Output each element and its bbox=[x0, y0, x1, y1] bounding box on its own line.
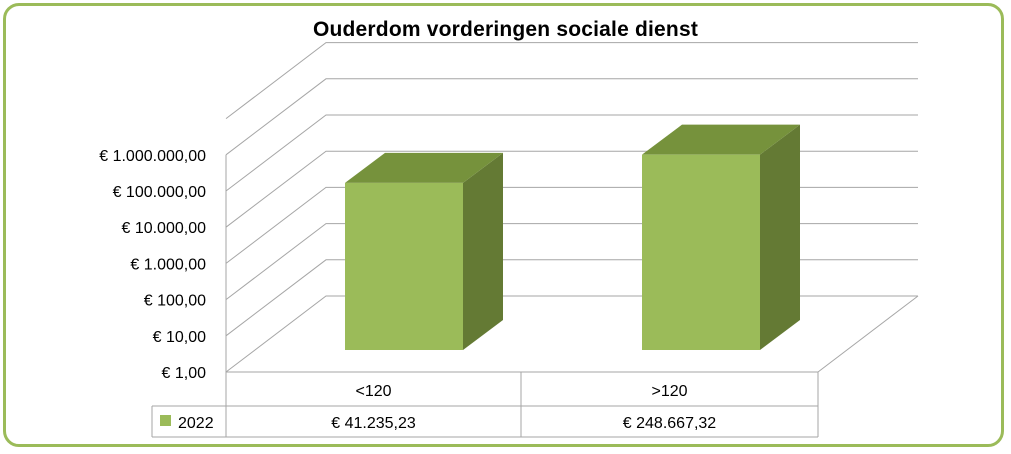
y-tick-label: € 1.000.000,00 bbox=[99, 148, 206, 165]
bar->120 bbox=[642, 124, 800, 350]
y-tick-label: € 100.000,00 bbox=[113, 184, 207, 201]
gridline bbox=[225, 42, 918, 119]
bar-<120 bbox=[345, 152, 503, 350]
bar-side-face bbox=[463, 152, 503, 350]
gridline bbox=[225, 150, 918, 228]
x-tick-label: <120 bbox=[355, 383, 391, 400]
legend-swatch bbox=[160, 415, 171, 426]
bars bbox=[345, 124, 800, 350]
y-tick-label: € 10,00 bbox=[153, 329, 206, 346]
data-table: <120 >120 € 41.235,23 € 248.667,32 2022 bbox=[151, 372, 819, 438]
gridlines bbox=[225, 42, 919, 373]
chart-frame bbox=[3, 3, 1004, 447]
gridline bbox=[225, 186, 918, 264]
bar-top-face bbox=[345, 152, 503, 183]
data-label: € 248.667,32 bbox=[623, 415, 717, 432]
legend-label: 2022 bbox=[178, 415, 214, 432]
x-tick-label: >120 bbox=[651, 383, 687, 400]
data-label: € 41.235,23 bbox=[331, 415, 416, 432]
bar-front-face bbox=[642, 154, 760, 350]
y-axis: € 1,00 € 10,00 € 100,00 € 1.000,00 € 10.000,… bbox=[99, 148, 227, 382]
y-tick-label: € 1,00 bbox=[162, 365, 207, 382]
y-tick-label: € 100,00 bbox=[144, 293, 206, 310]
bar-top-face bbox=[642, 124, 800, 155]
y-tick-label: € 10.000,00 bbox=[121, 220, 206, 237]
gridline bbox=[225, 78, 918, 156]
y-tick-label: € 1.000,00 bbox=[130, 256, 206, 273]
chart-title: Ouderdom vorderingen sociale dienst bbox=[312, 18, 699, 41]
gridline bbox=[225, 114, 918, 192]
floor-side-edge bbox=[817, 295, 919, 373]
gridline bbox=[225, 223, 918, 300]
bar-front-face bbox=[345, 182, 463, 350]
gridline bbox=[225, 259, 918, 337]
bar-side-face bbox=[760, 124, 800, 350]
gridline bbox=[225, 295, 918, 373]
